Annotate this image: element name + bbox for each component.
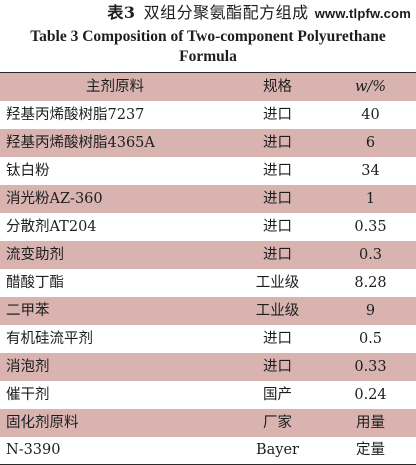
row-value: 0.35 — [354, 218, 387, 235]
table-row: 催干剂 国产 0.24 — [0, 380, 416, 409]
header-main-material: 主剂原料 — [86, 78, 144, 95]
row-name: 分散剂AT204 — [6, 218, 97, 235]
row-value: 0.3 — [358, 246, 383, 263]
row-name: N-3390 — [6, 442, 61, 459]
row-value: 8.28 — [354, 274, 387, 291]
row-name: 流变助剂 — [6, 246, 64, 263]
table-row: 流变助剂 进口 0.3 — [0, 240, 416, 269]
row-spec: 进口 — [263, 190, 292, 207]
row-value: 1 — [365, 190, 376, 207]
composition-table: 主剂原料 规格 w/% 羟基丙烯酸树脂7237 进口 40 羟基丙烯酸树脂436… — [0, 72, 416, 465]
row-value: 40 — [361, 106, 380, 123]
watermark-url: www.tlpfw.com — [314, 6, 411, 21]
row-spec: 进口 — [263, 106, 292, 123]
table-row: 钛白粉 进口 34 — [0, 156, 416, 185]
row-spec: 进口 — [263, 162, 292, 179]
table-row: 羟基丙烯酸树脂7237 进口 40 — [0, 100, 416, 129]
row-name: 二甲苯 — [6, 302, 50, 319]
row-spec: 进口 — [263, 330, 292, 347]
row-value: 6 — [365, 134, 376, 151]
row-name: 消光粉AZ-360 — [6, 190, 103, 207]
row-value: 定量 — [356, 442, 385, 459]
row-spec: 工业级 — [255, 302, 300, 319]
row-spec: 厂家 — [263, 414, 292, 431]
row-spec: 进口 — [263, 358, 292, 375]
table-row: 分散剂AT204 进口 0.35 — [0, 212, 416, 241]
table-row: 有机硅流平剂 进口 0.5 — [0, 324, 416, 353]
row-value: 9 — [365, 302, 376, 319]
table-row: N-3390 Bayer 定量 — [0, 436, 416, 465]
row-spec: 工业级 — [255, 274, 300, 291]
table-row: 羟基丙烯酸树脂4365A 进口 6 — [0, 128, 416, 157]
row-value: 34 — [361, 162, 380, 179]
table-header-row: 主剂原料 规格 w/% — [0, 72, 416, 101]
table-title-chinese-text: 双组分聚氨酯配方组成 — [143, 3, 309, 22]
table-row: 醋酸丁酯 工业级 8.28 — [0, 268, 416, 297]
table-caption: 表3 双组分聚氨酯配方组成 www.tlpfw.com Table 3 Compo… — [0, 0, 416, 72]
row-spec: Bayer — [255, 442, 299, 459]
table-row: 消光粉AZ-360 进口 1 — [0, 184, 416, 213]
header-specification: 规格 — [263, 78, 292, 95]
row-spec: 进口 — [263, 218, 292, 235]
row-name: 固化剂原料 — [6, 414, 79, 431]
row-value: 0.33 — [354, 358, 387, 375]
header-mass-fraction: w/% — [354, 78, 387, 95]
row-spec: 进口 — [263, 134, 292, 151]
table-row: 二甲苯 工业级 9 — [0, 296, 416, 325]
row-value: 0.5 — [358, 330, 383, 347]
row-name: 消泡剂 — [6, 358, 50, 375]
table-title-chinese: 表3 双组分聚氨酯配方组成 — [0, 3, 416, 23]
table-number: 表3 — [107, 3, 136, 22]
row-name: 羟基丙烯酸树脂4365A — [6, 134, 155, 151]
table-subheader-row: 固化剂原料 厂家 用量 — [0, 408, 416, 437]
row-name: 有机硅流平剂 — [6, 330, 93, 347]
row-spec: 国产 — [263, 386, 292, 403]
row-value: 用量 — [356, 414, 385, 431]
row-spec: 进口 — [263, 246, 292, 263]
row-name: 醋酸丁酯 — [6, 274, 64, 291]
table-title-english: Table 3 Composition of Two-component Pol… — [30, 28, 386, 65]
row-value: 0.24 — [354, 386, 387, 403]
row-name: 钛白粉 — [6, 162, 50, 179]
row-name: 催干剂 — [6, 386, 50, 403]
table-row: 消泡剂 进口 0.33 — [0, 352, 416, 381]
row-name: 羟基丙烯酸树脂7237 — [6, 106, 145, 123]
